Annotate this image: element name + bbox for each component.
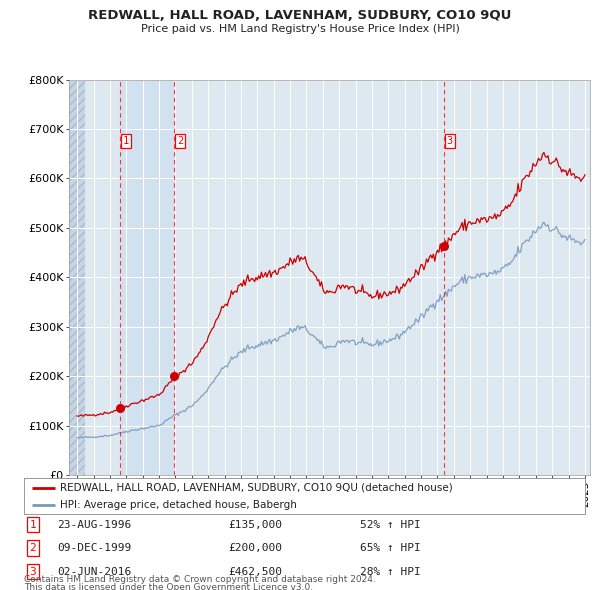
Bar: [69, 80, 85, 475]
Text: Contains HM Land Registry data © Crown copyright and database right 2024.: Contains HM Land Registry data © Crown c…: [24, 575, 376, 584]
Text: 1: 1: [123, 136, 129, 146]
Text: Price paid vs. HM Land Registry's House Price Index (HPI): Price paid vs. HM Land Registry's House …: [140, 24, 460, 34]
Text: 1: 1: [29, 520, 37, 529]
Text: 02-JUN-2016: 02-JUN-2016: [57, 567, 131, 576]
Text: This data is licensed under the Open Government Licence v3.0.: This data is licensed under the Open Gov…: [24, 583, 313, 590]
Text: HPI: Average price, detached house, Babergh: HPI: Average price, detached house, Babe…: [61, 500, 298, 510]
Text: £200,000: £200,000: [228, 543, 282, 553]
Text: 28% ↑ HPI: 28% ↑ HPI: [360, 567, 421, 576]
Text: 09-DEC-1999: 09-DEC-1999: [57, 543, 131, 553]
Text: 2: 2: [29, 543, 37, 553]
Text: 65% ↑ HPI: 65% ↑ HPI: [360, 543, 421, 553]
Bar: [121, 80, 175, 475]
Text: 52% ↑ HPI: 52% ↑ HPI: [360, 520, 421, 529]
Text: REDWALL, HALL ROAD, LAVENHAM, SUDBURY, CO10 9QU (detached house): REDWALL, HALL ROAD, LAVENHAM, SUDBURY, C…: [61, 483, 453, 493]
Text: 3: 3: [29, 567, 37, 576]
Text: 3: 3: [447, 136, 453, 146]
Text: £462,500: £462,500: [228, 567, 282, 576]
Text: £135,000: £135,000: [228, 520, 282, 529]
Text: REDWALL, HALL ROAD, LAVENHAM, SUDBURY, CO10 9QU: REDWALL, HALL ROAD, LAVENHAM, SUDBURY, C…: [88, 9, 512, 22]
Text: 2: 2: [177, 136, 183, 146]
Text: 23-AUG-1996: 23-AUG-1996: [57, 520, 131, 529]
